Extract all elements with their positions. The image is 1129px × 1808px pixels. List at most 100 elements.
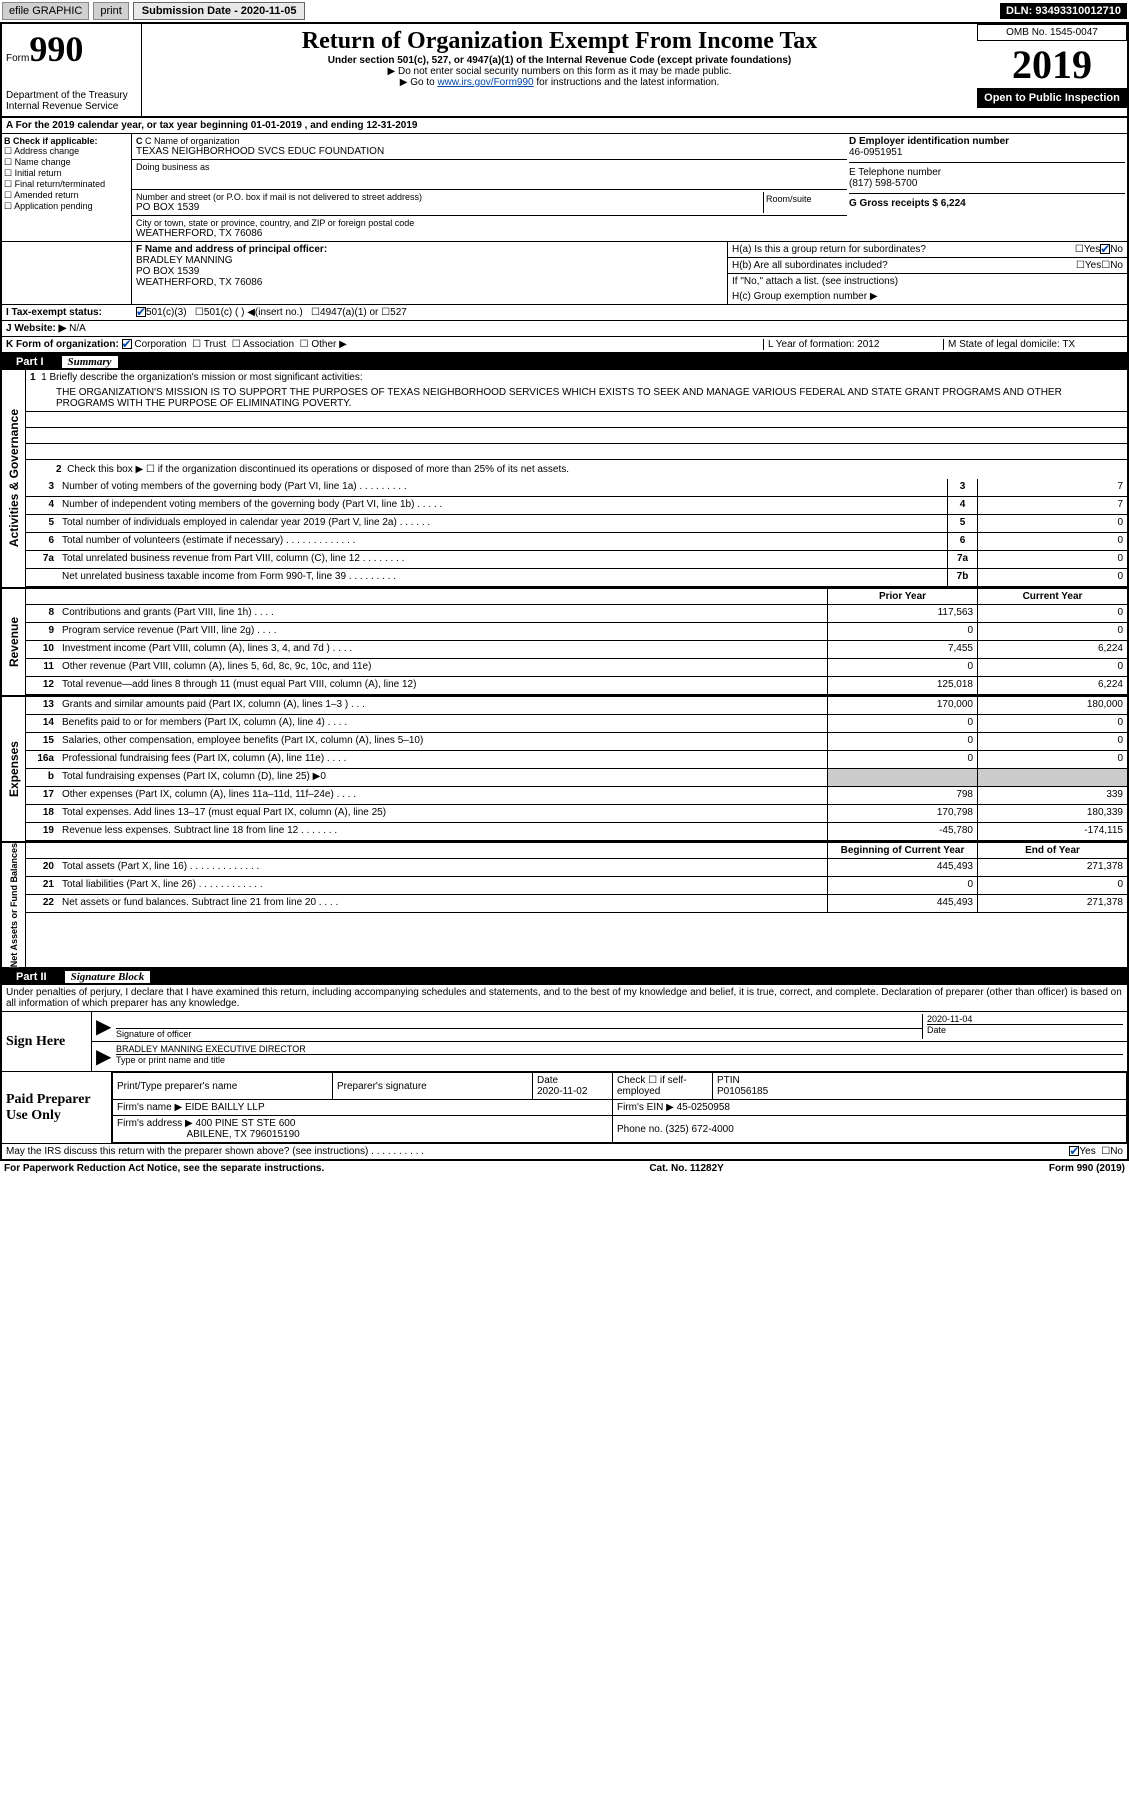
ha-no-checkbox[interactable] <box>1100 244 1110 254</box>
table-row: 7a Total unrelated business revenue from… <box>26 551 1127 569</box>
opt-name-change[interactable]: ☐ Name change <box>4 157 129 168</box>
dba-label: Doing business as <box>136 162 843 172</box>
city-label: City or town, state or province, country… <box>136 218 843 228</box>
section-b-row: B Check if applicable: ☐ Address change … <box>2 134 1127 242</box>
mission-blank-1 <box>26 412 1127 428</box>
address-box: Number and street (or P.O. box if mail i… <box>132 190 847 216</box>
gov-sidebar: Activities & Governance <box>2 370 26 587</box>
hb-label: H(b) Are all subordinates included? <box>732 260 1076 271</box>
hb-yes[interactable]: ☐Yes <box>1076 260 1101 271</box>
net-sidebar-label: Net Assets or Fund Balances <box>9 843 19 967</box>
net-header-row: Beginning of Current Year End of Year <box>26 843 1127 859</box>
k-assoc: Association <box>243 339 294 350</box>
section-b-checkboxes: B Check if applicable: ☐ Address change … <box>2 134 132 241</box>
opt-amended[interactable]: ☐ Amended return <box>4 190 129 201</box>
d-label: D Employer identification number <box>849 136 1125 147</box>
prep-date-cell: Date2020-11-02 <box>533 1073 613 1100</box>
prep-sig-cell: Preparer's signature <box>333 1073 533 1100</box>
f-addr2: WEATHERFORD, TX 76086 <box>136 277 723 288</box>
city-value: WEATHERFORD, TX 76086 <box>136 228 843 239</box>
form-subtitle-3: ▶ Go to www.irs.gov/Form990 for instruct… <box>146 77 973 88</box>
line-a: A For the 2019 calendar year, or tax yea… <box>2 118 1127 134</box>
f-name: BRADLEY MANNING <box>136 255 723 266</box>
discuss-yes: Yes <box>1079 1146 1101 1157</box>
mission-blank-3 <box>26 444 1127 460</box>
revenue-section: Revenue Prior Year Current Year 8 Contri… <box>2 589 1127 697</box>
footer: For Paperwork Reduction Act Notice, see … <box>0 1161 1129 1176</box>
discuss-no[interactable]: ☐No <box>1101 1146 1123 1157</box>
part2-num: Part II <box>8 971 55 983</box>
net-assets-section: Net Assets or Fund Balances Beginning of… <box>2 843 1127 969</box>
f-addr1: PO BOX 1539 <box>136 266 723 277</box>
opt-application-pending[interactable]: ☐ Application pending <box>4 201 129 212</box>
table-row: 21 Total liabilities (Part X, line 26) .… <box>26 877 1127 895</box>
opt-initial-return[interactable]: ☐ Initial return <box>4 168 129 179</box>
i-label: I Tax-exempt status: <box>6 307 136 318</box>
501c3-checkbox[interactable] <box>136 307 146 317</box>
sig-name-line: ▶ BRADLEY MANNING EXECUTIVE DIRECTOR Typ… <box>92 1042 1127 1071</box>
table-row: 4 Number of independent voting members o… <box>26 497 1127 515</box>
form-number: 990 <box>29 29 83 69</box>
omb-number: OMB No. 1545-0047 <box>977 24 1127 41</box>
table-row: 3 Number of voting members of the govern… <box>26 479 1127 497</box>
part2-header: Part II Signature Block <box>2 969 1127 985</box>
opt-527: 527 <box>390 307 407 318</box>
form-990: Form990 Department of the Treasury Inter… <box>0 22 1129 1161</box>
firm-name-cell: Firm's name ▶ EIDE BAILLY LLP <box>113 1100 613 1116</box>
j-label: J Website: ▶ <box>6 323 66 334</box>
form-header: Form990 Department of the Treasury Inter… <box>2 24 1127 118</box>
prior-year-header: Prior Year <box>827 589 977 604</box>
section-h: H(a) Is this a group return for subordin… <box>727 242 1127 304</box>
open-public-label: Open to Public Inspection <box>977 88 1127 108</box>
efile-link[interactable]: efile GRAPHIC <box>2 2 89 20</box>
opt-final-return[interactable]: ☐ Final return/terminated <box>4 179 129 190</box>
sign-here-body: ▶ Signature of officer 2020-11-04 Date ▶… <box>92 1012 1127 1071</box>
section-c: C C Name of organization TEXAS NEIGHBORH… <box>132 134 847 241</box>
prep-row-2: Firm's name ▶ EIDE BAILLY LLP Firm's EIN… <box>113 1100 1127 1116</box>
gov-body: 1 1 Briefly describe the organization's … <box>26 370 1127 587</box>
firm-ein-cell: Firm's EIN ▶ 45-0250958 <box>613 1100 1127 1116</box>
print-link[interactable]: print <box>93 2 128 20</box>
ha-row: H(a) Is this a group return for subordin… <box>728 242 1127 258</box>
exp-sidebar: Expenses <box>2 697 26 841</box>
website-value: N/A <box>69 323 86 334</box>
gov-sidebar-label: Activities & Governance <box>7 409 21 547</box>
gross-receipts: G Gross receipts $ 6,224 <box>849 194 1125 213</box>
form-subtitle-2: ▶ Do not enter social security numbers o… <box>146 66 973 77</box>
table-row: Net unrelated business taxable income fr… <box>26 569 1127 587</box>
form-prefix: Form <box>6 53 29 64</box>
submission-date-btn[interactable]: Submission Date - 2020-11-05 <box>133 2 306 20</box>
exp-body: 13 Grants and similar amounts paid (Part… <box>26 697 1127 841</box>
ha-yes[interactable]: ☐Yes <box>1075 244 1100 255</box>
opt-address-change[interactable]: ☐ Address change <box>4 146 129 157</box>
end-year-header: End of Year <box>977 843 1127 858</box>
table-row: b Total fundraising expenses (Part IX, c… <box>26 769 1127 787</box>
paperwork-notice: For Paperwork Reduction Act Notice, see … <box>4 1163 324 1174</box>
ptin-cell: PTINP01056185 <box>713 1073 1127 1100</box>
k-trust: Trust <box>204 339 226 350</box>
k-corp-checkbox[interactable] <box>122 339 132 349</box>
sig-date-value: 2020-11-04 <box>927 1014 1123 1024</box>
k-other: Other ▶ <box>311 339 346 350</box>
table-row: 8 Contributions and grants (Part VIII, l… <box>26 605 1127 623</box>
section-f-h: F Name and address of principal officer:… <box>2 242 1127 305</box>
opt-501c3: 501(c)(3) <box>146 307 187 318</box>
paid-preparer-body: Print/Type preparer's name Preparer's si… <box>112 1072 1127 1143</box>
table-row: 18 Total expenses. Add lines 13–17 (must… <box>26 805 1127 823</box>
q2-row: 2 Check this box ▶ ☐ if the organization… <box>26 460 1127 479</box>
preparer-table: Print/Type preparer's name Preparer's si… <box>112 1072 1127 1143</box>
hb-no[interactable]: ☐No <box>1101 260 1123 271</box>
hc-row: H(c) Group exemption number ▶ <box>728 289 1127 304</box>
city-box: City or town, state or province, country… <box>132 216 847 241</box>
table-row: 12 Total revenue—add lines 8 through 11 … <box>26 677 1127 695</box>
form-subtitle-1: Under section 501(c), 527, or 4947(a)(1)… <box>146 55 973 66</box>
irs-link[interactable]: www.irs.gov/Form990 <box>437 77 533 88</box>
discuss-yes-checkbox[interactable] <box>1069 1146 1079 1156</box>
part2-title: Signature Block <box>65 971 151 983</box>
ein-value: 46-0951951 <box>849 147 1125 158</box>
table-row: 14 Benefits paid to or for members (Part… <box>26 715 1127 733</box>
rev-sidebar-label: Revenue <box>7 617 21 667</box>
net-sidebar: Net Assets or Fund Balances <box>2 843 26 967</box>
discuss-row: May the IRS discuss this return with the… <box>2 1143 1127 1159</box>
current-year-header: Current Year <box>977 589 1127 604</box>
